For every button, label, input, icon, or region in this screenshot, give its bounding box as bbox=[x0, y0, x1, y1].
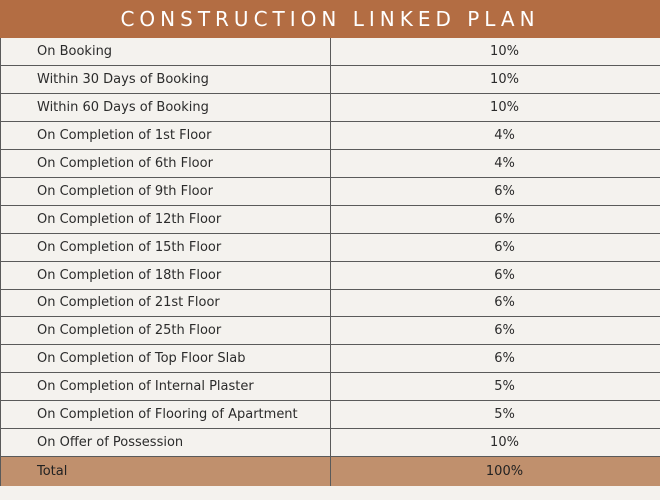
percent-cell: 10% bbox=[330, 38, 660, 67]
table-row: On Completion of 6th Floor 4% bbox=[0, 149, 660, 178]
total-row: Total 100% bbox=[0, 455, 660, 487]
percent-cell: 6% bbox=[330, 316, 660, 346]
percent-cell: 10% bbox=[330, 65, 660, 95]
stage-cell: Within 60 Days of Booking bbox=[0, 93, 331, 123]
percent-cell: 10% bbox=[330, 93, 660, 123]
table-row: On Completion of Internal Plaster 5% bbox=[0, 372, 660, 402]
stage-cell: Within 30 Days of Booking bbox=[0, 65, 331, 95]
plan-table-body: On Booking 10% Within 30 Days of Booking 10… bbox=[0, 38, 660, 487]
payment-plan-table: On Booking 10% Within 30 Days of Booking 10… bbox=[0, 38, 660, 487]
percent-cell: 6% bbox=[330, 260, 660, 290]
percent-cell: 5% bbox=[330, 372, 660, 402]
percent-cell: 6% bbox=[330, 344, 660, 374]
percent-cell: 4% bbox=[330, 121, 660, 151]
table-row: On Completion of 15th Floor 6% bbox=[0, 232, 660, 262]
stage-cell: On Completion of 6th Floor bbox=[0, 149, 331, 178]
table-row: On Completion of 9th Floor 6% bbox=[0, 176, 660, 206]
percent-cell: 6% bbox=[330, 232, 660, 262]
table-row: On Booking 10% bbox=[0, 38, 660, 67]
table-row: Within 30 Days of Booking 10% bbox=[0, 65, 660, 95]
percent-cell: 5% bbox=[330, 400, 660, 429]
percent-cell: 6% bbox=[330, 176, 660, 206]
stage-cell: On Offer of Possession bbox=[0, 427, 331, 457]
stage-cell: On Completion of 25th Floor bbox=[0, 316, 331, 346]
total-percent: 100% bbox=[330, 455, 660, 487]
stage-cell: On Completion of 21st Floor bbox=[0, 288, 331, 318]
stage-cell: On Completion of 9th Floor bbox=[0, 176, 331, 206]
stage-cell: On Completion of Top Floor Slab bbox=[0, 344, 331, 374]
table-row: On Completion of Flooring of Apartment 5% bbox=[0, 400, 660, 429]
stage-cell: On Completion of 1st Floor bbox=[0, 121, 331, 151]
table-row: Within 60 Days of Booking 10% bbox=[0, 93, 660, 123]
stage-cell: On Completion of 15th Floor bbox=[0, 232, 331, 262]
percent-cell: 4% bbox=[330, 149, 660, 178]
stage-cell: On Booking bbox=[0, 38, 331, 67]
percent-cell: 10% bbox=[330, 427, 660, 457]
total-label: Total bbox=[0, 455, 331, 487]
table-row: On Completion of 18th Floor 6% bbox=[0, 260, 660, 290]
table-row: On Completion of Top Floor Slab 6% bbox=[0, 344, 660, 374]
table-row: On Completion of 12th Floor 6% bbox=[0, 204, 660, 234]
percent-cell: 6% bbox=[330, 204, 660, 234]
table-row: On Completion of 1st Floor 4% bbox=[0, 121, 660, 151]
percent-cell: 6% bbox=[330, 288, 660, 318]
table-row: On Completion of 25th Floor 6% bbox=[0, 316, 660, 346]
stage-cell: On Completion of 12th Floor bbox=[0, 204, 331, 234]
plan-title: CONSTRUCTION LINKED PLAN bbox=[0, 0, 660, 38]
stage-cell: On Completion of Internal Plaster bbox=[0, 372, 331, 402]
stage-cell: On Completion of 18th Floor bbox=[0, 260, 331, 290]
stage-cell: On Completion of Flooring of Apartment bbox=[0, 400, 331, 429]
table-row: On Completion of 21st Floor 6% bbox=[0, 288, 660, 318]
table-row: On Offer of Possession 10% bbox=[0, 427, 660, 457]
